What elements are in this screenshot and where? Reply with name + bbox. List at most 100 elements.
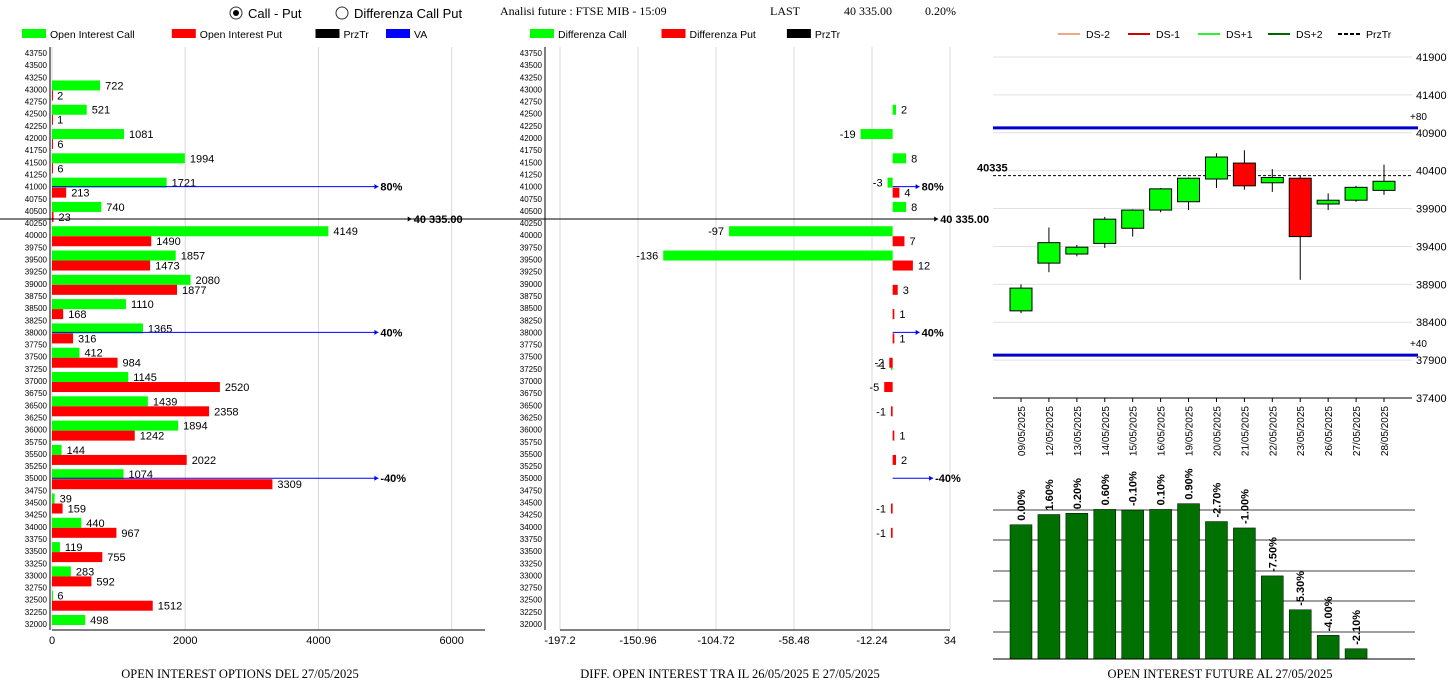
chart1-data-label: 412 [84, 348, 102, 360]
chart1-data-label: 1365 [148, 323, 172, 335]
chart1-strike-label: 39750 [25, 243, 48, 252]
chart1-strike-label: 34750 [25, 486, 48, 495]
open-interest-chart: Open Interest Call Open Interest Put PrzTr… [0, 29, 485, 681]
chart2-strike-label: 37500 [520, 353, 543, 362]
chart1-data-label: 1877 [182, 285, 206, 297]
chart1-strike-label: 35500 [25, 450, 48, 459]
chart2-data-label: -19 [840, 129, 856, 141]
chart1-strike-label: 32750 [25, 584, 48, 593]
chart1-data-label: 440 [86, 518, 104, 530]
future-bar-label: -4.00% [1323, 596, 1335, 631]
chart1-data-label: 39 [60, 494, 72, 506]
chart1-bar [52, 153, 185, 164]
chart1-data-label: 592 [96, 576, 114, 588]
chart1-bar [52, 309, 64, 320]
chart2-bar [890, 503, 893, 514]
future-bar-label: 0.60% [1100, 474, 1112, 505]
chart1-legend-label: VA [414, 29, 427, 41]
diff-open-interest-chart: Differenza Call Differenza Put PrzTr -197.2… [0, 29, 989, 681]
chart2-data-label: -3 [873, 178, 883, 190]
chart1-marker-arrow [374, 184, 379, 190]
chart1-bar [52, 542, 60, 553]
chart1-strike-label: 33000 [25, 571, 48, 580]
chart1-data-label: 967 [121, 528, 139, 540]
chart2-strike-label: 35750 [520, 438, 543, 447]
chart1-strike-label: 32250 [25, 608, 48, 617]
chart1-data-label: 755 [107, 552, 125, 564]
chart1-data-label: 1894 [183, 421, 207, 433]
chart2-data-label: 8 [911, 153, 917, 165]
chart1-strike-label: 40500 [25, 207, 48, 216]
chart2-strike-label: 32000 [520, 620, 543, 629]
radio-call-put[interactable]: Call - Put [229, 6, 302, 21]
chart1-strike-label: 35750 [25, 438, 48, 447]
chart1-bar [52, 104, 87, 115]
chart1-data-label: 740 [106, 202, 124, 214]
chart1-legend-swatch [171, 29, 196, 38]
candle-body [1260, 176, 1284, 184]
candle-body [1065, 246, 1089, 255]
chart1-strike-label: 32500 [25, 596, 48, 605]
chart2-strike-label: 32250 [520, 608, 543, 617]
chart1-data-label: 2080 [196, 275, 220, 287]
chart2-data-label: 1 [899, 333, 905, 345]
chart1-bar [52, 250, 176, 261]
future-bar [1149, 509, 1172, 660]
chart1-data-label: 23 [59, 212, 71, 224]
chart1-strike-label: 42000 [25, 134, 48, 143]
chart2-data-label: 4 [904, 188, 910, 200]
future-bar [1065, 512, 1089, 660]
radio-call-put-label[interactable]: Call - Put [248, 6, 302, 21]
chart1-strike-label: 43750 [25, 49, 48, 58]
chart2-strike-label: 34000 [520, 523, 543, 532]
chart2-strike-label: 36500 [520, 401, 543, 410]
chart2-bar [887, 177, 893, 188]
chart2-strike-label: 43250 [520, 73, 543, 82]
chart1-strike-label: 38000 [25, 328, 48, 337]
future-bar-label: 0.90% [1184, 468, 1196, 499]
chart2-xtick-label: -12.24 [856, 635, 887, 647]
chart1-strike-label: 41000 [25, 183, 48, 192]
chart1-data-label: 6 [57, 139, 63, 151]
chart2-strike-label: 34250 [520, 511, 543, 520]
chart2-bar [892, 333, 895, 344]
chart2-data-label: -2 [874, 358, 884, 370]
open-interest-future-chart: 0.00% 1.60% 0.20% 0.60% -0.10% 0.10% 0.90% -2.7… [993, 468, 1415, 681]
radio-diff[interactable]: Differenza Call Put [335, 6, 463, 21]
future-bar [1288, 609, 1312, 660]
chart1-marker-arrow [374, 475, 379, 481]
candle-legend-label: DS+2 [1296, 29, 1323, 41]
chart2-strike-label: 34500 [520, 499, 543, 508]
chart1-bar [52, 139, 53, 150]
chart2-legend-swatch [530, 29, 554, 38]
future-bar-label: -2.70% [1211, 482, 1223, 517]
chart1-bar [52, 503, 63, 514]
chart1-bar [52, 552, 103, 563]
candle-legend-label: DS+1 [1226, 29, 1253, 41]
chart1-legend-swatch [22, 29, 46, 38]
chart1-data-label: 1 [57, 115, 63, 127]
chart1-data-label: 498 [90, 615, 108, 627]
chart2-strike-label: 38000 [520, 328, 543, 337]
radio-diff-circle[interactable] [335, 6, 349, 20]
chart2-bar [890, 527, 893, 538]
chart1-data-label: 1473 [155, 261, 179, 273]
chart1-strike-label: 39500 [25, 256, 48, 265]
chart1-bar [52, 396, 148, 407]
candle-date-label: 27/05/2025 [1352, 406, 1363, 456]
future-footer-title: OPEN INTEREST FUTURE AL 27/05/2025 [1107, 667, 1332, 681]
chart1-strike-label: 33250 [25, 559, 48, 568]
candle-ytick-label: 40900 [1416, 128, 1447, 140]
candle-date-label: 09/05/2025 [1017, 406, 1028, 456]
candle-body [1009, 287, 1033, 312]
chart2-xtick-label: -58.48 [778, 635, 809, 647]
chart2-marker-label: 40 335.00 [940, 214, 989, 226]
candle-band-label: +40 [1410, 339, 1427, 350]
chart1-strike-label: 42250 [25, 122, 48, 131]
chart2-data-label: -1 [876, 528, 886, 540]
candle-body [1316, 199, 1340, 205]
chart1-data-label: 1145 [133, 372, 157, 384]
chart1-data-label: 283 [76, 566, 94, 578]
chart1-strike-label: 35250 [25, 462, 48, 471]
radio-diff-label[interactable]: Differenza Call Put [354, 6, 463, 21]
